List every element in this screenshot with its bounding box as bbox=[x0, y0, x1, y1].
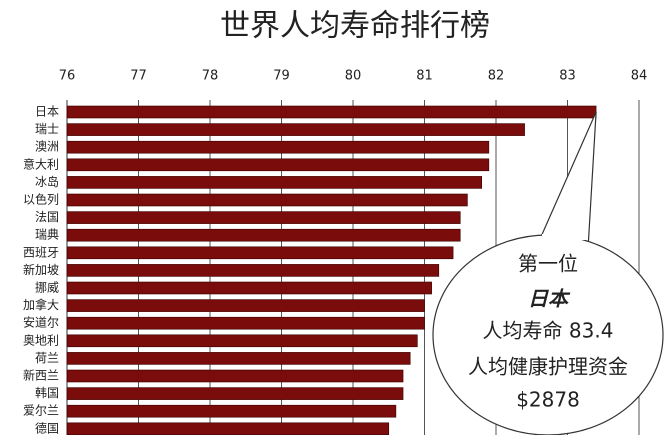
y-tick-label: 爱尔兰 bbox=[23, 403, 59, 418]
y-tick-label: 日本 bbox=[35, 105, 59, 119]
callout-text: 第一位 bbox=[518, 252, 578, 276]
x-tick-label: 82 bbox=[488, 69, 505, 84]
bar bbox=[66, 281, 432, 295]
y-tick-label: 奥地利 bbox=[23, 333, 59, 347]
callout-text: 日本 bbox=[528, 287, 571, 311]
y-tick-label: 安道尔 bbox=[23, 315, 59, 330]
y-tick-label: 瑞典 bbox=[35, 228, 59, 242]
y-tick-label: 德国 bbox=[35, 420, 59, 435]
y-tick-label: 法国 bbox=[35, 210, 59, 224]
y-tick-label: 冰岛 bbox=[35, 174, 59, 189]
bar bbox=[66, 316, 425, 330]
y-tick-label: 意大利 bbox=[23, 156, 59, 171]
x-tick-label: 79 bbox=[273, 69, 290, 84]
callout-text: $2878 bbox=[516, 388, 580, 412]
callout-text: 人均健康护理资金 bbox=[468, 355, 628, 379]
bar bbox=[66, 105, 597, 119]
y-tick-label: 挪威 bbox=[35, 281, 59, 295]
chart-title: 世界人均寿命排行榜 bbox=[220, 9, 490, 44]
callout-text: 人均寿命 83.4 bbox=[483, 319, 614, 343]
x-tick-label: 81 bbox=[416, 69, 433, 84]
y-tick-label: 加拿大 bbox=[23, 297, 59, 312]
bar bbox=[66, 334, 418, 348]
y-tick-label: 西班牙 bbox=[23, 245, 59, 259]
bar bbox=[66, 352, 411, 365]
bar bbox=[66, 422, 390, 435]
bar bbox=[66, 211, 461, 224]
bar bbox=[66, 123, 525, 136]
x-tick-label: 80 bbox=[345, 69, 362, 84]
bar bbox=[66, 193, 468, 207]
x-tick-label: 76 bbox=[59, 69, 76, 84]
x-tick-label: 77 bbox=[130, 69, 147, 84]
y-tick-label: 瑞士 bbox=[35, 122, 59, 136]
bar bbox=[66, 140, 490, 154]
y-tick-label: 澳洲 bbox=[35, 140, 59, 154]
bar bbox=[66, 264, 440, 277]
callout-pointer bbox=[539, 111, 597, 250]
callout-join bbox=[542, 234, 586, 240]
y-tick-label: 荷兰 bbox=[35, 351, 59, 365]
y-tick-label: 韩国 bbox=[35, 385, 59, 400]
x-tick-label: 78 bbox=[202, 69, 219, 84]
bar bbox=[66, 404, 397, 418]
bar bbox=[66, 158, 490, 172]
x-tick-label: 83 bbox=[559, 69, 576, 84]
bar bbox=[66, 387, 404, 400]
bar bbox=[66, 246, 454, 260]
bar bbox=[66, 176, 483, 189]
bar bbox=[66, 369, 404, 383]
y-tick-label: 以色列 bbox=[23, 193, 59, 207]
x-tick-label: 84 bbox=[631, 69, 648, 84]
bar bbox=[66, 228, 461, 242]
y-tick-label: 新加坡 bbox=[23, 262, 59, 277]
bar bbox=[66, 299, 425, 312]
y-tick-label: 新西兰 bbox=[23, 368, 59, 383]
